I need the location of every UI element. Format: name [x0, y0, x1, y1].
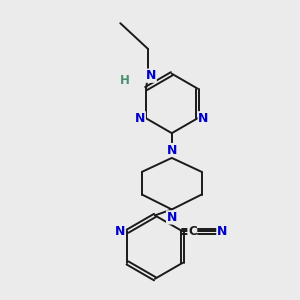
Text: H: H: [120, 74, 130, 87]
Text: N: N: [198, 112, 209, 125]
Text: N: N: [114, 225, 125, 238]
Text: N: N: [167, 143, 177, 157]
Text: C: C: [188, 225, 197, 238]
Text: N: N: [167, 211, 177, 224]
Text: N: N: [217, 225, 227, 238]
Text: N: N: [146, 69, 156, 82]
Text: N: N: [135, 112, 145, 125]
